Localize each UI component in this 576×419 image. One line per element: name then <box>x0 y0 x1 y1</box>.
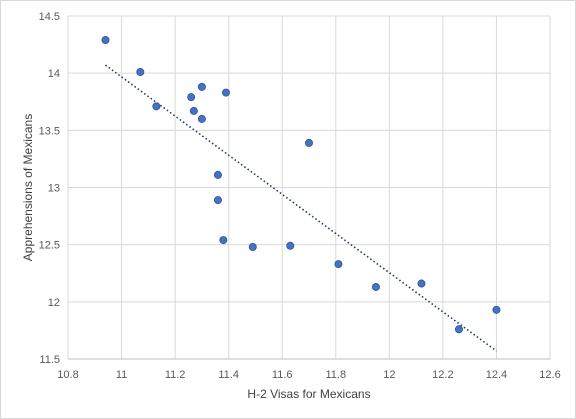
data-point <box>334 260 343 269</box>
data-point <box>286 241 295 250</box>
data-point <box>197 82 206 91</box>
x-tick-label: 11.6 <box>272 369 293 381</box>
y-tick-label: 14 <box>48 68 60 80</box>
y-tick-label: 13.5 <box>39 125 60 137</box>
y-tick-label: 12 <box>48 297 60 309</box>
data-point <box>136 68 145 77</box>
y-axis-title: Apprehensions of Mexicans <box>21 114 35 261</box>
data-point <box>152 102 161 111</box>
x-tick-label: 10.8 <box>57 369 78 381</box>
data-point <box>189 106 198 115</box>
y-tick-label: 14.5 <box>39 11 60 23</box>
data-point <box>454 325 463 334</box>
x-tick-label: 11 <box>116 369 127 381</box>
trend-line <box>105 64 497 352</box>
data-point <box>492 305 501 314</box>
data-point <box>213 196 222 205</box>
data-point <box>248 242 257 251</box>
x-tick-labels: 10.8 11 11.2 11.4 11.6 11.8 12 12.2 12.4 12.6 <box>57 369 560 381</box>
data-point <box>417 279 426 288</box>
x-tick-label: 12.2 <box>432 369 453 381</box>
data-point <box>213 170 222 179</box>
gridlines <box>67 15 551 360</box>
data-point <box>187 93 196 102</box>
x-axis-title: H-2 Visas for Mexicans <box>247 387 370 401</box>
data-point <box>304 138 313 147</box>
y-tick-label: 12.5 <box>39 240 60 252</box>
x-tick-label: 11.8 <box>325 369 346 381</box>
x-tick-label: 12 <box>383 369 395 381</box>
data-point <box>221 88 230 97</box>
data-point <box>197 114 206 123</box>
data-points <box>101 36 501 334</box>
data-point <box>101 36 110 45</box>
data-point <box>219 236 228 245</box>
x-tick-label: 11.2 <box>165 369 186 381</box>
x-tick-label: 11.4 <box>218 369 239 381</box>
y-tick-label: 13 <box>48 183 60 195</box>
x-tick-label: 12.4 <box>486 369 507 381</box>
data-point <box>371 282 380 291</box>
y-tick-labels: 11.5 12 12.5 13 13.5 14 14.5 <box>39 11 60 366</box>
y-tick-label: 11.5 <box>39 354 60 366</box>
x-tick-label: 12.6 <box>539 369 560 381</box>
